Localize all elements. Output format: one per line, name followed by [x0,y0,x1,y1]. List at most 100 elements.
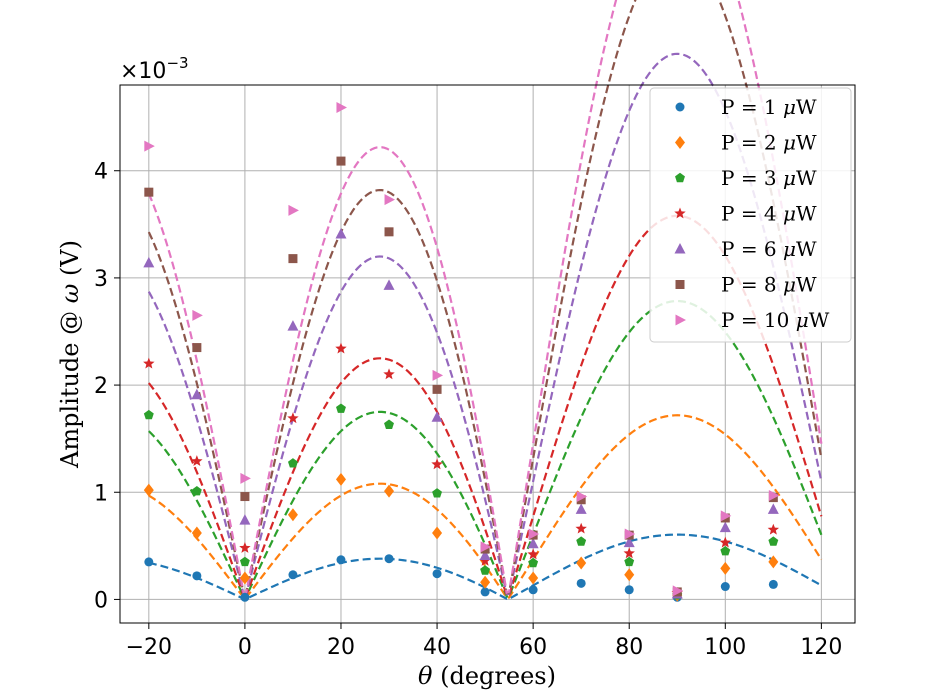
data-point [143,357,155,369]
x-tick-label: 60 [519,635,547,660]
data-point [383,368,395,380]
data-point [335,227,347,239]
legend-marker [674,243,686,254]
data-point [144,187,154,197]
data-point [480,587,490,597]
legend-entry-label: P = 8 μW [721,273,817,297]
data-point [768,489,780,501]
data-point [143,409,154,420]
fit-curve [148,299,823,603]
y-tick-label: 2 [94,374,108,399]
data-point [624,556,635,567]
data-point [239,556,250,567]
data-point [143,483,154,497]
fit-curve [147,0,823,600]
legend-marker [675,102,685,112]
data-point [192,571,202,581]
data-point [528,585,538,595]
y-tick-label: 0 [94,588,108,613]
data-point [480,541,492,553]
data-point [143,256,155,268]
data-point [384,484,395,498]
data-point [576,491,588,503]
fit-curve [147,0,823,600]
data-point [432,569,442,579]
data-point [575,503,587,514]
x-tick-label: 80 [615,635,643,660]
data-point [623,536,635,548]
data-point [720,561,731,575]
data-point [768,536,779,546]
fit-curve [148,414,823,602]
data-point [768,555,779,569]
data-point [431,458,443,470]
data-point [767,503,779,514]
data-point [431,411,443,422]
data-point [672,585,684,597]
data-point [527,548,539,560]
x-tick-label: 40 [423,635,451,660]
data-point [288,204,299,216]
y-tick-label: 4 [94,160,108,185]
data-point [191,526,202,540]
data-point [719,521,731,533]
data-point [720,510,732,522]
data-point [432,488,442,498]
data-point [192,309,203,321]
data-point [480,575,491,589]
x-tick-label: 0 [238,635,252,660]
data-point [383,279,395,290]
y-scale-multiplier: ×10−3 [120,54,189,84]
x-tick-label: 20 [327,635,355,660]
axis-ticks: −20 0 20 40 60 80 100 120 0 1 2 3 4 [94,160,842,660]
data-point [384,554,394,564]
data-point [288,254,298,264]
data-point [288,458,298,468]
data-point [528,571,539,585]
data-point [287,412,299,424]
data-point [144,557,154,567]
legend-marker [675,280,685,289]
data-point [624,585,634,595]
data-point [576,556,587,570]
legend-entry-label: P = 1 μW [721,95,817,119]
legend-marker [675,172,685,183]
legend: P = 1 μW P = 2 μW P = 3 μW P = 4 μW P = 6 μW… [649,87,852,343]
data-point [623,547,635,559]
data-point [432,526,443,540]
data-point [239,541,251,553]
data-point [240,472,251,484]
legend-entry-label: P = 10 μW [721,308,830,332]
legend-box [649,87,852,343]
x-axis-label: θ (degrees) [418,662,556,690]
data-point [767,523,780,535]
x-tick-label: −20 [126,635,172,660]
data-point [239,571,250,585]
data-point [336,102,347,114]
data-point [720,582,730,592]
data-point [528,557,539,568]
data-point [336,156,346,166]
data-point [335,342,347,354]
data-point [287,320,299,331]
plot-frame [119,84,856,624]
data-point [480,565,491,575]
y-tick-label: 3 [94,267,108,292]
data-point [575,522,587,534]
legend-entry-label: P = 3 μW [721,166,817,190]
data-point [336,403,346,413]
legend-entry-label: P = 2 μW [721,131,817,155]
data-point [720,546,731,556]
legend-entry-label: P = 6 μW [721,237,817,261]
data-point [191,388,203,400]
data-points [143,102,780,602]
data-point [384,194,396,206]
data-point [576,536,587,546]
data-point [191,455,203,467]
data-point [335,472,346,486]
data-point [479,554,491,566]
data-point [384,419,394,429]
data-point [288,570,298,580]
y-tick-label: 1 [94,481,108,506]
